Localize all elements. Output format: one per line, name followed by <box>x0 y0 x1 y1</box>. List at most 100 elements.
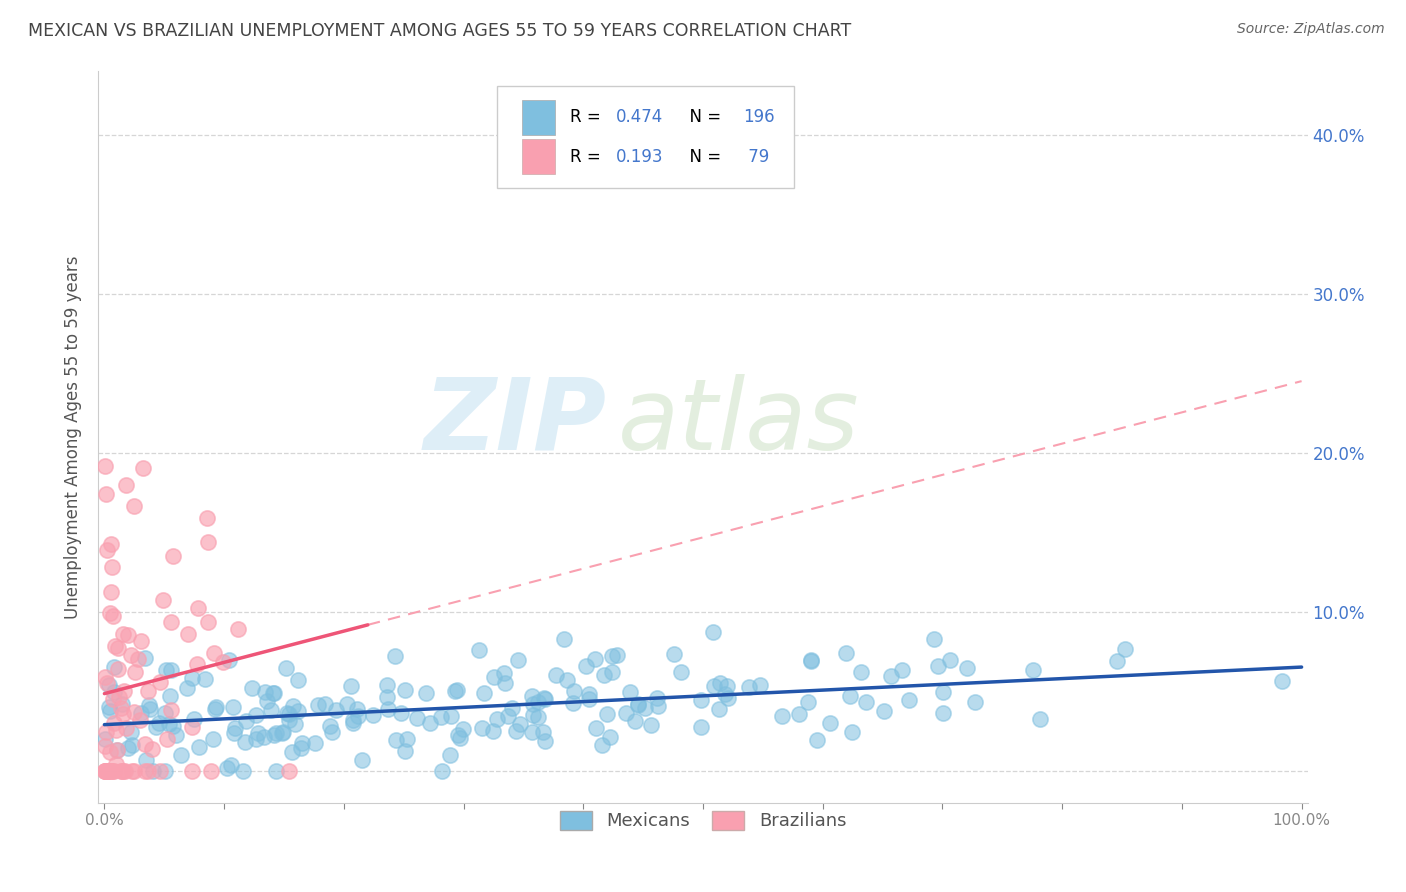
Point <box>717 690 740 705</box>
Point <box>449 731 471 746</box>
Point <box>112 764 135 778</box>
Point <box>939 653 962 667</box>
Point <box>1105 654 1128 668</box>
Point <box>197 534 219 549</box>
Point <box>787 707 810 722</box>
Point <box>486 712 509 726</box>
Point <box>114 764 136 778</box>
Point <box>492 665 515 680</box>
Point <box>100 537 122 551</box>
Point <box>533 734 555 748</box>
Point <box>284 716 307 731</box>
Point <box>703 680 725 694</box>
Point <box>841 724 863 739</box>
Point <box>319 719 342 733</box>
Point <box>107 742 129 756</box>
Point <box>202 646 225 660</box>
Point <box>553 632 575 646</box>
Point <box>849 665 872 679</box>
Point <box>156 732 179 747</box>
Legend: Mexicans, Brazilians: Mexicans, Brazilians <box>553 804 853 838</box>
Point <box>197 615 219 630</box>
Point <box>160 663 183 677</box>
Point <box>405 711 427 725</box>
Point <box>263 686 285 700</box>
Point <box>194 673 217 687</box>
Point <box>522 697 544 711</box>
Point <box>932 685 955 699</box>
Point <box>134 650 156 665</box>
Point <box>361 708 384 723</box>
Point <box>385 732 408 747</box>
Point <box>93 764 115 778</box>
Point <box>440 709 463 723</box>
Point <box>606 648 628 662</box>
Point <box>218 653 240 667</box>
Point <box>509 717 531 731</box>
Point <box>955 660 977 674</box>
Point <box>578 692 600 706</box>
Point <box>669 665 692 680</box>
Point <box>482 670 505 684</box>
Point <box>278 764 301 778</box>
Point <box>352 753 374 767</box>
Point <box>702 624 724 639</box>
Point <box>121 764 143 778</box>
Point <box>187 740 209 755</box>
Point <box>614 706 637 720</box>
Text: Source: ZipAtlas.com: Source: ZipAtlas.com <box>1237 22 1385 37</box>
Point <box>591 738 613 752</box>
Point <box>395 731 418 746</box>
Point <box>640 718 662 732</box>
Point <box>94 487 117 501</box>
Point <box>447 728 470 742</box>
Point <box>94 458 117 473</box>
Point <box>232 764 254 778</box>
Point <box>439 747 461 762</box>
Point <box>124 499 146 513</box>
Point <box>129 634 152 648</box>
Point <box>181 720 204 734</box>
Point <box>176 681 198 695</box>
Point <box>262 686 284 700</box>
Point <box>98 704 121 718</box>
Point <box>494 676 516 690</box>
Point <box>124 665 146 679</box>
Point <box>599 730 621 744</box>
Point <box>162 549 184 563</box>
Point <box>101 764 124 778</box>
Text: R =: R = <box>569 148 606 166</box>
Point <box>818 716 841 731</box>
Text: 79: 79 <box>742 148 769 166</box>
Point <box>278 707 301 722</box>
Point <box>152 593 174 607</box>
Point <box>162 719 184 733</box>
Point <box>224 721 246 735</box>
Point <box>520 689 543 703</box>
Point <box>446 682 468 697</box>
Point <box>104 756 127 771</box>
Point <box>122 705 145 719</box>
Point <box>419 715 441 730</box>
Point <box>533 690 555 705</box>
Point <box>98 700 121 714</box>
Point <box>103 692 125 706</box>
Point <box>160 615 183 629</box>
FancyBboxPatch shape <box>522 100 555 135</box>
Point <box>112 626 135 640</box>
Point <box>157 717 180 731</box>
Point <box>260 703 283 717</box>
Point <box>544 668 567 682</box>
Point <box>165 728 187 742</box>
Point <box>342 713 364 727</box>
Point <box>800 653 823 667</box>
Point <box>105 742 128 756</box>
Point <box>96 725 118 739</box>
Point <box>444 684 467 698</box>
Point <box>932 706 955 720</box>
Point <box>800 653 823 667</box>
Point <box>155 764 177 778</box>
Text: 0.193: 0.193 <box>616 148 664 166</box>
Point <box>1271 674 1294 689</box>
Point <box>291 736 314 750</box>
